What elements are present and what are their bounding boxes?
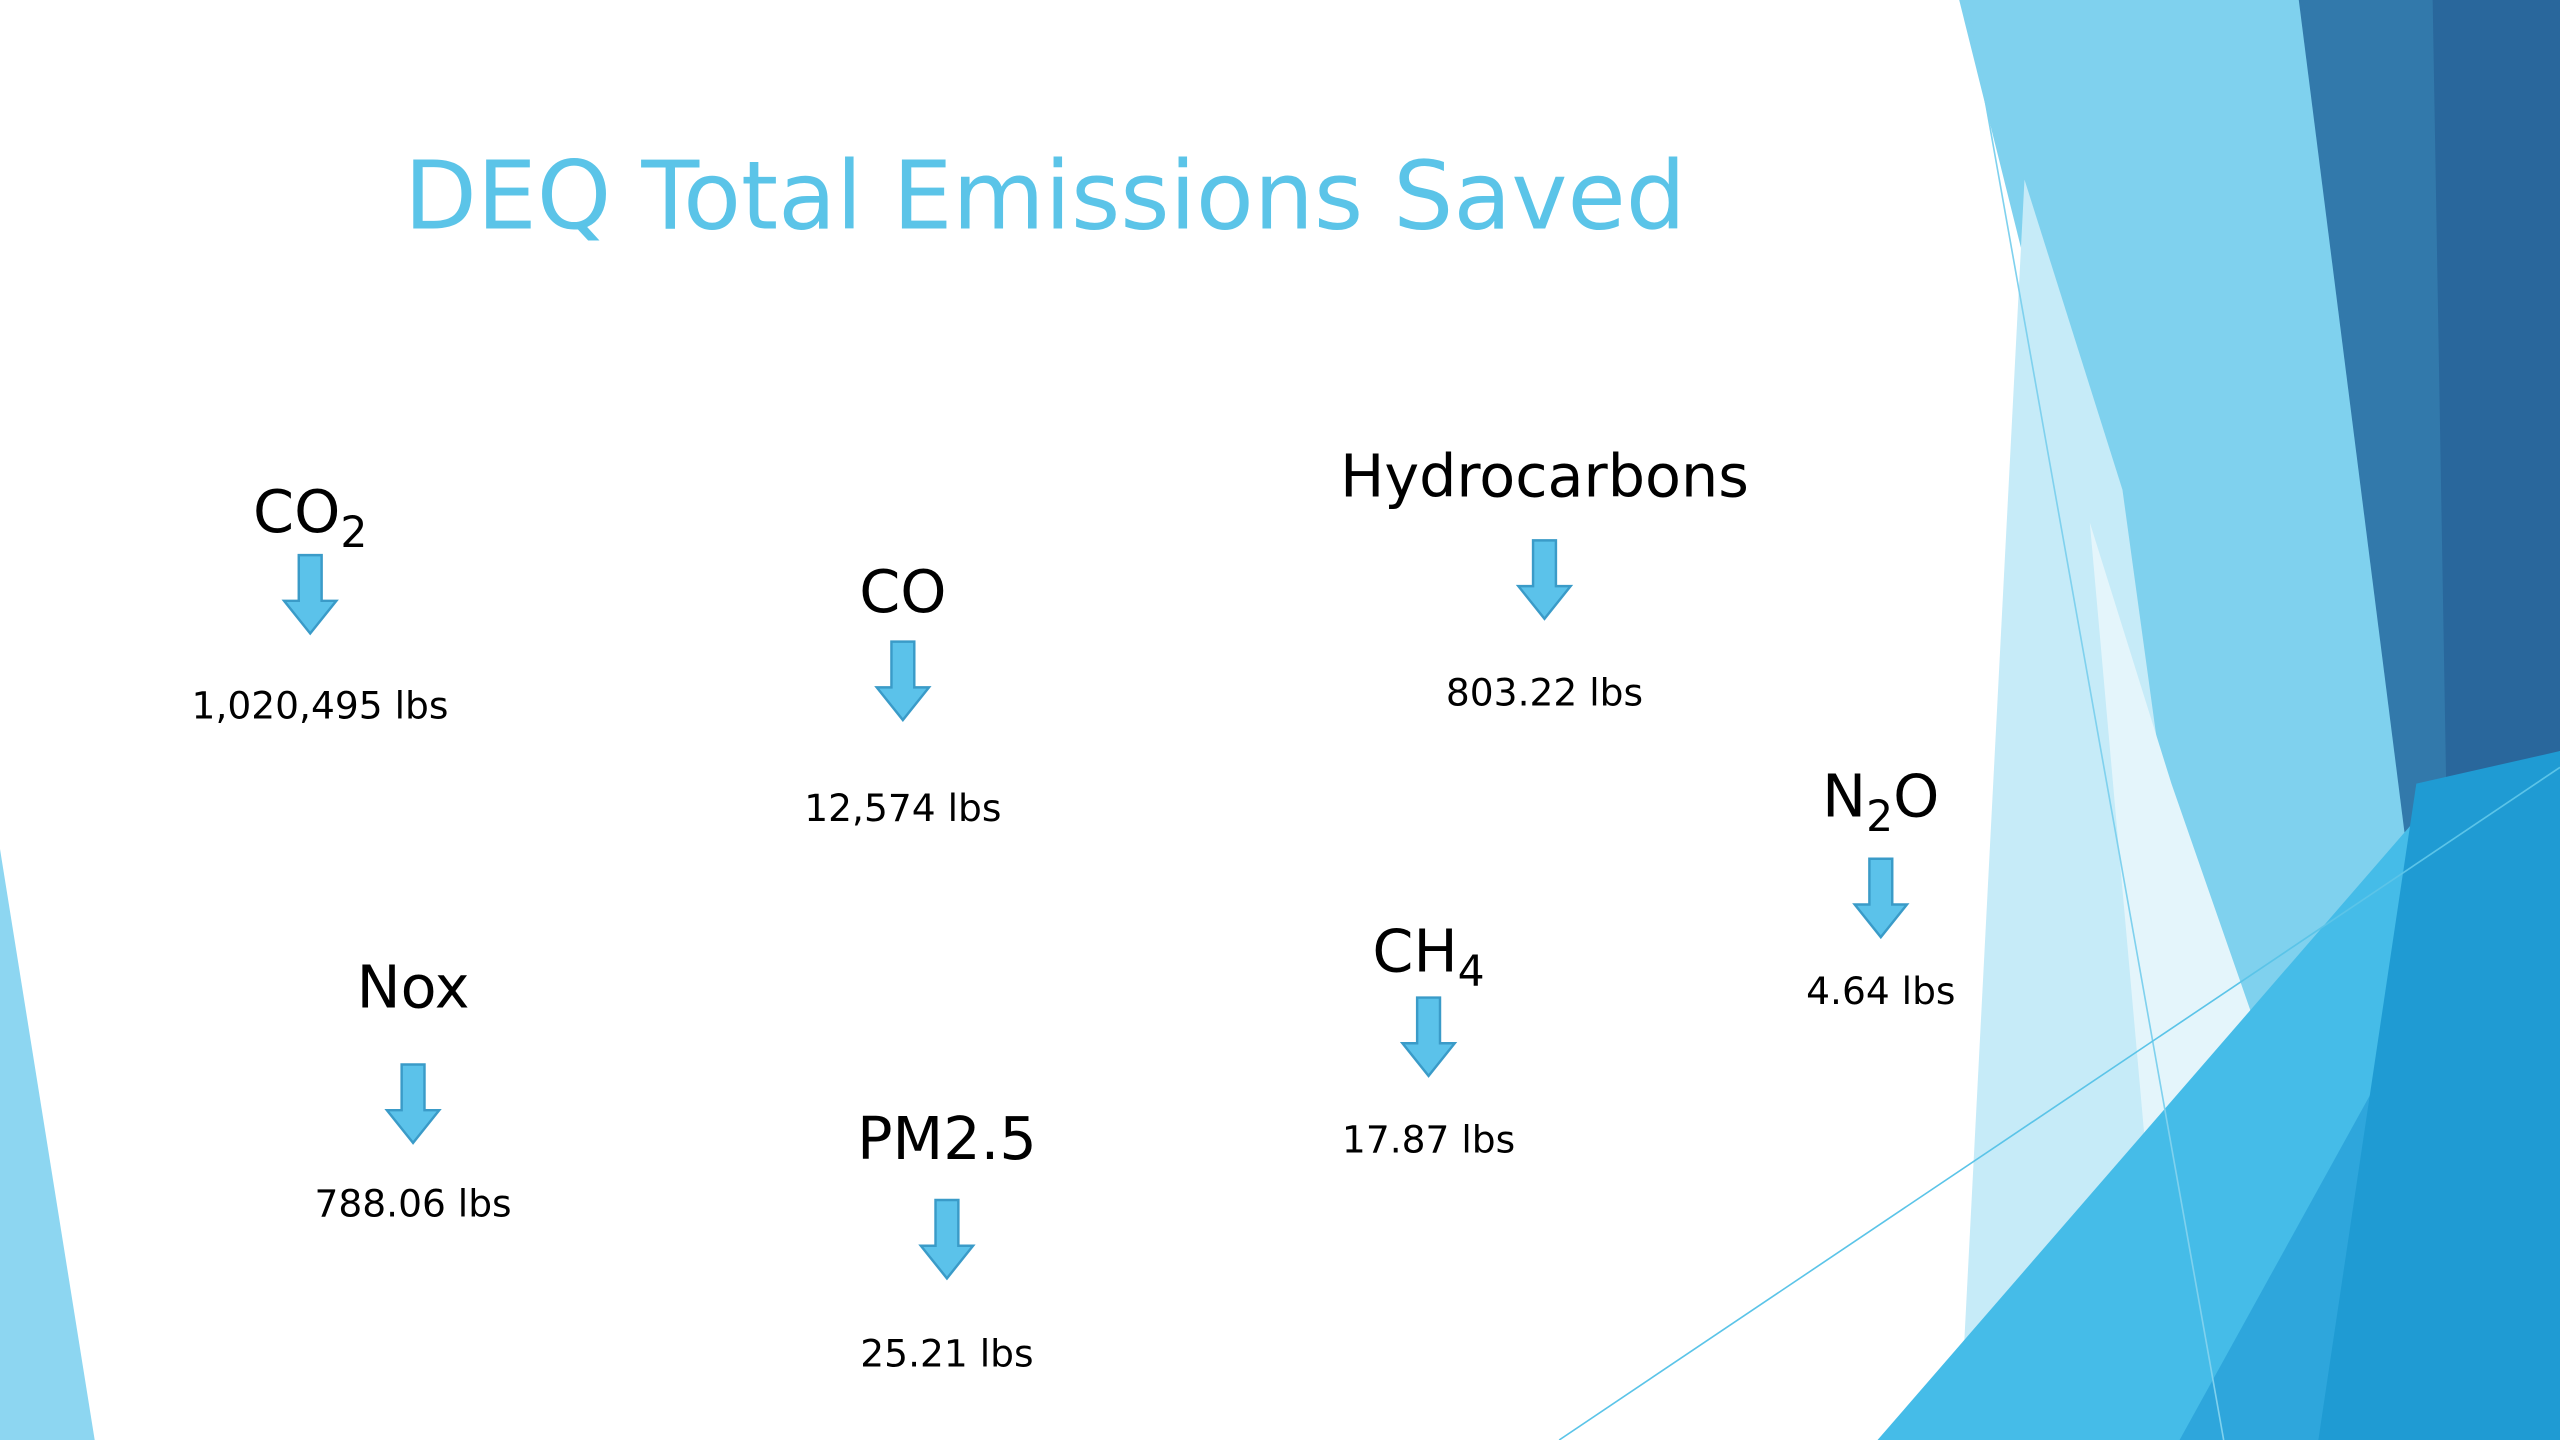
emission-label: Nox xyxy=(357,952,470,1021)
bg-line xyxy=(1558,766,2560,1440)
emission-value: 4.64 lbs xyxy=(1806,969,1955,1013)
emission-label: CO xyxy=(859,557,946,626)
emission-label: PM2.5 xyxy=(857,1104,1037,1173)
emission-label: N2O xyxy=(1822,761,1939,842)
label-subscript: 2 xyxy=(1866,793,1893,842)
down-arrow xyxy=(1399,996,1458,1078)
emission-value: 1,020,495 lbs xyxy=(192,683,449,727)
label-rest: O xyxy=(1893,761,1939,830)
label-subscript: 4 xyxy=(1458,948,1485,997)
down-arrow xyxy=(1515,539,1574,621)
down-arrow xyxy=(1852,857,1910,940)
emission-label: CO2 xyxy=(253,477,367,558)
label-subscript: 2 xyxy=(340,509,367,558)
label-base: Nox xyxy=(357,952,470,1021)
emission-value: 12,574 lbs xyxy=(804,786,1001,830)
bg-shape xyxy=(2432,0,2560,947)
label-base: CH xyxy=(1372,916,1457,985)
emission-label: Hydrocarbons xyxy=(1340,441,1749,510)
left-strip xyxy=(0,848,95,1440)
emission-value: 788.06 lbs xyxy=(314,1181,511,1225)
bg-shape xyxy=(2318,751,2560,1440)
down-arrow xyxy=(918,1198,976,1281)
label-base: CO xyxy=(253,477,340,546)
label-base: Hydrocarbons xyxy=(1340,441,1749,510)
down-arrow xyxy=(281,553,339,636)
label-base: CO xyxy=(859,557,946,626)
emission-label: CH4 xyxy=(1372,916,1484,997)
emission-value: 17.87 lbs xyxy=(1342,1118,1515,1162)
bg-line xyxy=(1966,0,2225,1440)
label-base: PM2.5 xyxy=(857,1104,1037,1173)
emission-value: 803.22 lbs xyxy=(1446,670,1643,714)
slide-title: DEQ Total Emissions Saved xyxy=(404,142,1686,252)
down-arrow xyxy=(384,1063,442,1145)
label-base: N xyxy=(1822,761,1866,830)
emission-value: 25.21 lbs xyxy=(860,1332,1033,1376)
down-arrow xyxy=(874,640,932,722)
